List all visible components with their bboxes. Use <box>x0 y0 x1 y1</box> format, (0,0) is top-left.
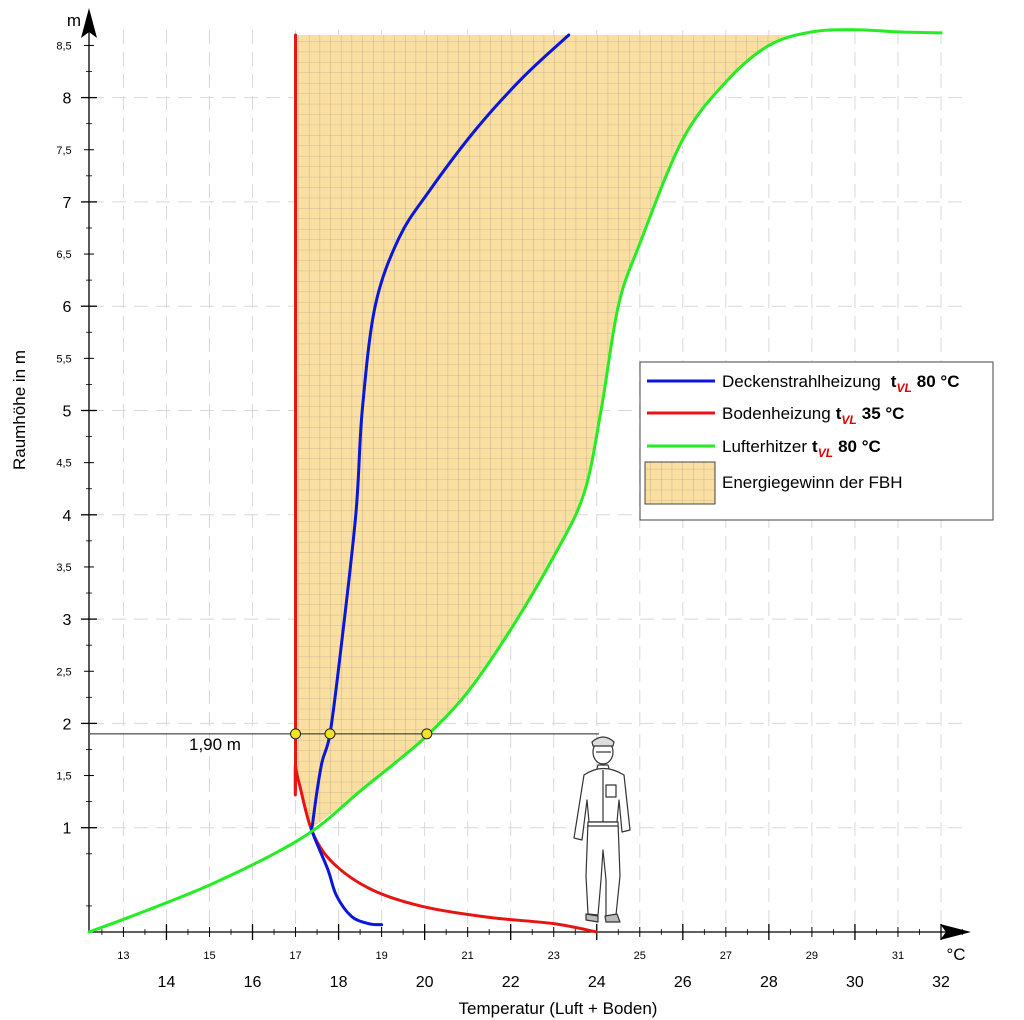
y-tick-label: 4 <box>63 508 72 525</box>
x-tick-label: 22 <box>502 974 520 991</box>
y-minor-tick-label: 2,5 <box>56 666 71 678</box>
energy-gain-fill <box>295 35 795 828</box>
y-minor-tick-label: 7,5 <box>56 145 71 157</box>
y-tick-label: 3 <box>63 612 72 629</box>
x-minor-tick-label: 21 <box>462 950 474 962</box>
energy-gain-area <box>295 35 795 828</box>
legend-label-lufterhitzer: Lufterhitzer tVL 80 °C <box>722 437 881 460</box>
y-minor-tick-label: 3,5 <box>56 562 71 574</box>
y-axis-unit: m <box>67 11 81 30</box>
series-line-deckenstrahlheizung <box>309 33 571 927</box>
x-minor-tick-label: 19 <box>375 950 387 962</box>
legend-label-deckenstrahlheizung: Deckenstrahlheizung tVL 80 °C <box>722 372 960 395</box>
y-tick-label: 1 <box>63 821 72 838</box>
person-illustration <box>573 736 631 923</box>
x-minor-tick-label: 25 <box>634 950 646 962</box>
legend: Deckenstrahlheizung tVL 80 °C Bodenheizung… <box>639 361 994 521</box>
x-tick-label: 20 <box>416 974 434 991</box>
x-minor-tick-label: 15 <box>203 950 215 962</box>
y-minor-tick-label: 4,5 <box>56 458 71 470</box>
x-tick-label: 16 <box>244 974 262 991</box>
legend-label-bodenheizung: Bodenheizung tVL 35 °C <box>722 404 904 427</box>
series-line-bodenheizung <box>293 33 599 934</box>
x-tick-label: 32 <box>932 974 950 991</box>
x-minor-tick-label: 27 <box>720 950 732 962</box>
y-minor-tick-label: 6,5 <box>56 249 71 261</box>
y-axis-arrow <box>81 8 97 38</box>
reference-label: 1,90 m <box>189 735 241 754</box>
x-tick-label: 24 <box>588 974 606 991</box>
x-axis-arrow <box>940 924 971 940</box>
x-tick-label: 28 <box>760 974 778 991</box>
x-minor-tick-label: 23 <box>548 950 560 962</box>
annotations: 1,90 m <box>90 728 599 754</box>
marker-1-90m <box>421 728 433 740</box>
x-minor-tick-label: 13 <box>117 950 129 962</box>
y-tick-label: 6 <box>63 299 72 316</box>
y-minor-tick-label: 8,5 <box>56 40 71 52</box>
y-tick-label: 2 <box>63 716 72 733</box>
series-lines <box>87 28 943 934</box>
legend-swatch-energiegewinn <box>644 461 716 505</box>
legend-label-energiegewinn: Energiegewinn der FBH <box>722 473 902 492</box>
x-minor-tick-label: 31 <box>892 950 904 962</box>
x-tick-label: 18 <box>330 974 348 991</box>
x-axis-title: Temperatur (Luft + Boden) <box>459 999 658 1018</box>
y-tick-label: 5 <box>63 404 72 421</box>
x-minor-tick-label: 17 <box>289 950 301 962</box>
x-tick-label: 26 <box>674 974 692 991</box>
y-tick-label: 7 <box>63 195 72 212</box>
x-axis-unit: °C <box>946 945 965 964</box>
y-tick-label: 8 <box>63 91 72 108</box>
marker-1-90m <box>290 728 302 740</box>
y-minor-tick-label: 5,5 <box>56 353 71 365</box>
x-tick-label: 30 <box>846 974 864 991</box>
y-minor-tick-label: 1,5 <box>56 771 71 783</box>
series-line-lufterhitzer <box>87 28 943 934</box>
x-tick-label: 14 <box>158 974 176 991</box>
marker-1-90m <box>324 728 336 740</box>
y-axis-title: Raumhöhe in m <box>10 350 29 470</box>
x-minor-tick-label: 29 <box>806 950 818 962</box>
